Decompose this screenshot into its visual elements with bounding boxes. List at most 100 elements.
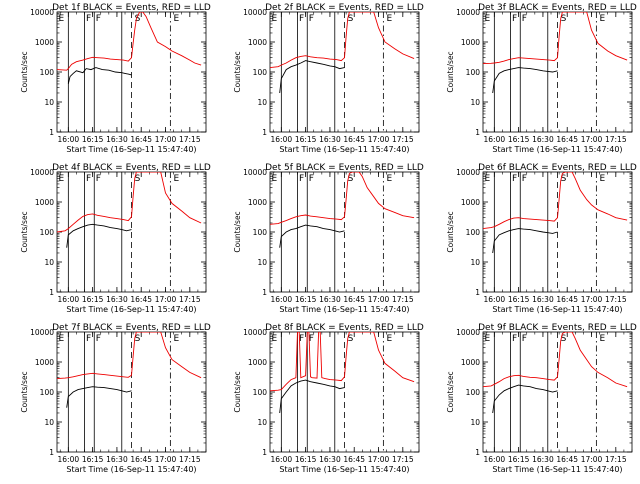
marker-letter: F <box>309 334 314 344</box>
x-tick-label: 16:15 <box>508 135 530 144</box>
series-group <box>270 12 415 94</box>
y-tick-label: 10 <box>470 258 480 267</box>
lld-series-line <box>57 12 202 71</box>
panel-title: Det 9f BLACK = Events, RED = LLD <box>478 323 637 333</box>
x-tick-label: 16:30 <box>319 455 341 464</box>
marker-letter: F <box>96 14 101 24</box>
marker-letter: E <box>272 174 278 184</box>
series-group <box>483 12 628 94</box>
panel-det-7: Det 7f BLACK = Events, RED = LLD 1 10 100 10… <box>20 323 211 474</box>
events-series-line <box>279 60 345 94</box>
panel-title: Det 7f BLACK = Events, RED = LLD <box>52 323 211 333</box>
marker-letter: F <box>309 14 314 24</box>
x-tick-label: 16:15 <box>508 295 530 304</box>
y-tick-label: 10 <box>44 258 54 267</box>
marker-letter: F <box>522 174 527 184</box>
marker-letter: F <box>299 14 304 24</box>
marker-letter: F <box>512 174 517 184</box>
x-tick-label: 16:00 <box>271 135 293 144</box>
y-tick-label: 1000 <box>35 38 54 47</box>
y-tick-label: 100 <box>40 228 55 237</box>
y-tick-label: 100 <box>40 68 55 77</box>
marker-letter: E <box>386 14 392 24</box>
y-axis-label: Counts/sec <box>20 211 29 252</box>
marker-letter: E <box>59 174 65 184</box>
marker-letter: E <box>485 334 491 344</box>
x-tick-label: 16:00 <box>271 455 293 464</box>
x-tick-label: 16:30 <box>319 295 341 304</box>
y-tick-label: 10000 <box>456 168 480 177</box>
events-series-line <box>67 67 132 85</box>
marker-letter: F <box>96 174 101 184</box>
events-series-line <box>66 386 132 408</box>
x-tick-label: 17:00 <box>155 135 177 144</box>
y-tick-label: 1 <box>262 288 267 297</box>
panel-det-1: Det 1f BLACK = Events, RED = LLD 1 10 100 10… <box>20 3 211 154</box>
panel-det-5: Det 5f BLACK = Events, RED = LLD 1 10 100 10… <box>233 163 424 314</box>
x-tick-label: 16:45 <box>343 295 365 304</box>
marker-letter: S <box>561 174 567 184</box>
y-tick-label: 10 <box>257 258 267 267</box>
panel-det-4: Det 4f BLACK = Events, RED = LLD 1 10 100 10… <box>20 163 211 314</box>
x-tick-label: 16:30 <box>319 135 341 144</box>
panel-det-6: Det 6f BLACK = Events, RED = LLD 1 10 100 10… <box>446 163 637 314</box>
marker-letter: E <box>386 334 392 344</box>
x-axis-label: Start Time (16-Sep-11 15:47:40) <box>66 465 196 474</box>
marker-letter: F <box>309 174 314 184</box>
x-axis-label: Start Time (16-Sep-11 15:47:40) <box>492 465 622 474</box>
marker-letter: E <box>599 174 605 184</box>
marker-letter: E <box>386 174 392 184</box>
x-tick-label: 16:00 <box>484 295 506 304</box>
y-tick-label: 10000 <box>243 8 267 17</box>
x-tick-label: 17:00 <box>368 135 390 144</box>
series-group <box>483 172 628 254</box>
y-tick-label: 100 <box>466 68 481 77</box>
x-axis-label: Start Time (16-Sep-11 15:47:40) <box>66 145 196 154</box>
marker-letter: S <box>348 174 354 184</box>
marker-letter: E <box>485 14 491 24</box>
x-axis-label: Start Time (16-Sep-11 15:47:40) <box>66 305 196 314</box>
marker-letter: E <box>485 174 491 184</box>
x-tick-label: 16:45 <box>343 455 365 464</box>
events-series-line <box>492 384 558 414</box>
y-tick-label: 10000 <box>30 168 54 177</box>
y-tick-label: 1000 <box>248 198 267 207</box>
marker-letter: S <box>561 334 567 344</box>
y-axis-label: Counts/sec <box>20 51 29 92</box>
events-series-line <box>279 379 345 414</box>
y-tick-label: 1 <box>475 288 480 297</box>
x-axis-label: Start Time (16-Sep-11 15:47:40) <box>492 305 622 314</box>
x-tick-label: 17:15 <box>605 135 627 144</box>
y-tick-label: 10 <box>470 418 480 427</box>
x-axis-label: Start Time (16-Sep-11 15:47:40) <box>492 145 622 154</box>
series-group <box>57 12 202 85</box>
lld-series-line <box>483 332 628 388</box>
x-tick-label: 16:45 <box>343 135 365 144</box>
y-tick-label: 10000 <box>456 328 480 337</box>
y-tick-label: 100 <box>253 68 268 77</box>
panel-det-3: Det 3f BLACK = Events, RED = LLD 1 10 100 10… <box>446 3 637 154</box>
x-tick-label: 17:00 <box>581 135 603 144</box>
y-tick-label: 10000 <box>243 328 267 337</box>
x-tick-label: 17:15 <box>179 135 201 144</box>
marker-letter: E <box>599 334 605 344</box>
marker-letter: E <box>59 14 65 24</box>
x-tick-label: 16:00 <box>58 455 80 464</box>
x-tick-label: 16:45 <box>556 455 578 464</box>
x-tick-label: 16:45 <box>130 135 152 144</box>
events-series-line <box>279 224 345 248</box>
y-tick-label: 100 <box>40 388 55 397</box>
x-tick-label: 17:00 <box>155 455 177 464</box>
events-series-line <box>66 223 132 248</box>
marker-letter: F <box>522 14 527 24</box>
series-group <box>483 332 628 414</box>
x-tick-label: 17:00 <box>368 295 390 304</box>
x-axis-label: Start Time (16-Sep-11 15:47:40) <box>279 465 409 474</box>
panel-title: Det 3f BLACK = Events, RED = LLD <box>478 3 637 13</box>
events-series-line <box>492 67 558 94</box>
series-group <box>57 332 202 408</box>
x-tick-label: 16:00 <box>58 295 80 304</box>
marker-letter: S <box>348 334 354 344</box>
lld-series-line <box>270 12 415 69</box>
